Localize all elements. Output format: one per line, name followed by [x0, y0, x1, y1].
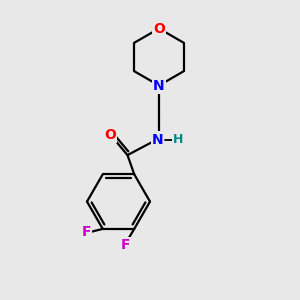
Text: H: H — [173, 133, 184, 146]
Text: O: O — [104, 128, 116, 142]
Text: F: F — [121, 238, 130, 252]
Text: N: N — [152, 133, 163, 146]
Text: N: N — [153, 79, 165, 92]
Text: O: O — [153, 22, 165, 35]
Text: F: F — [82, 225, 91, 239]
